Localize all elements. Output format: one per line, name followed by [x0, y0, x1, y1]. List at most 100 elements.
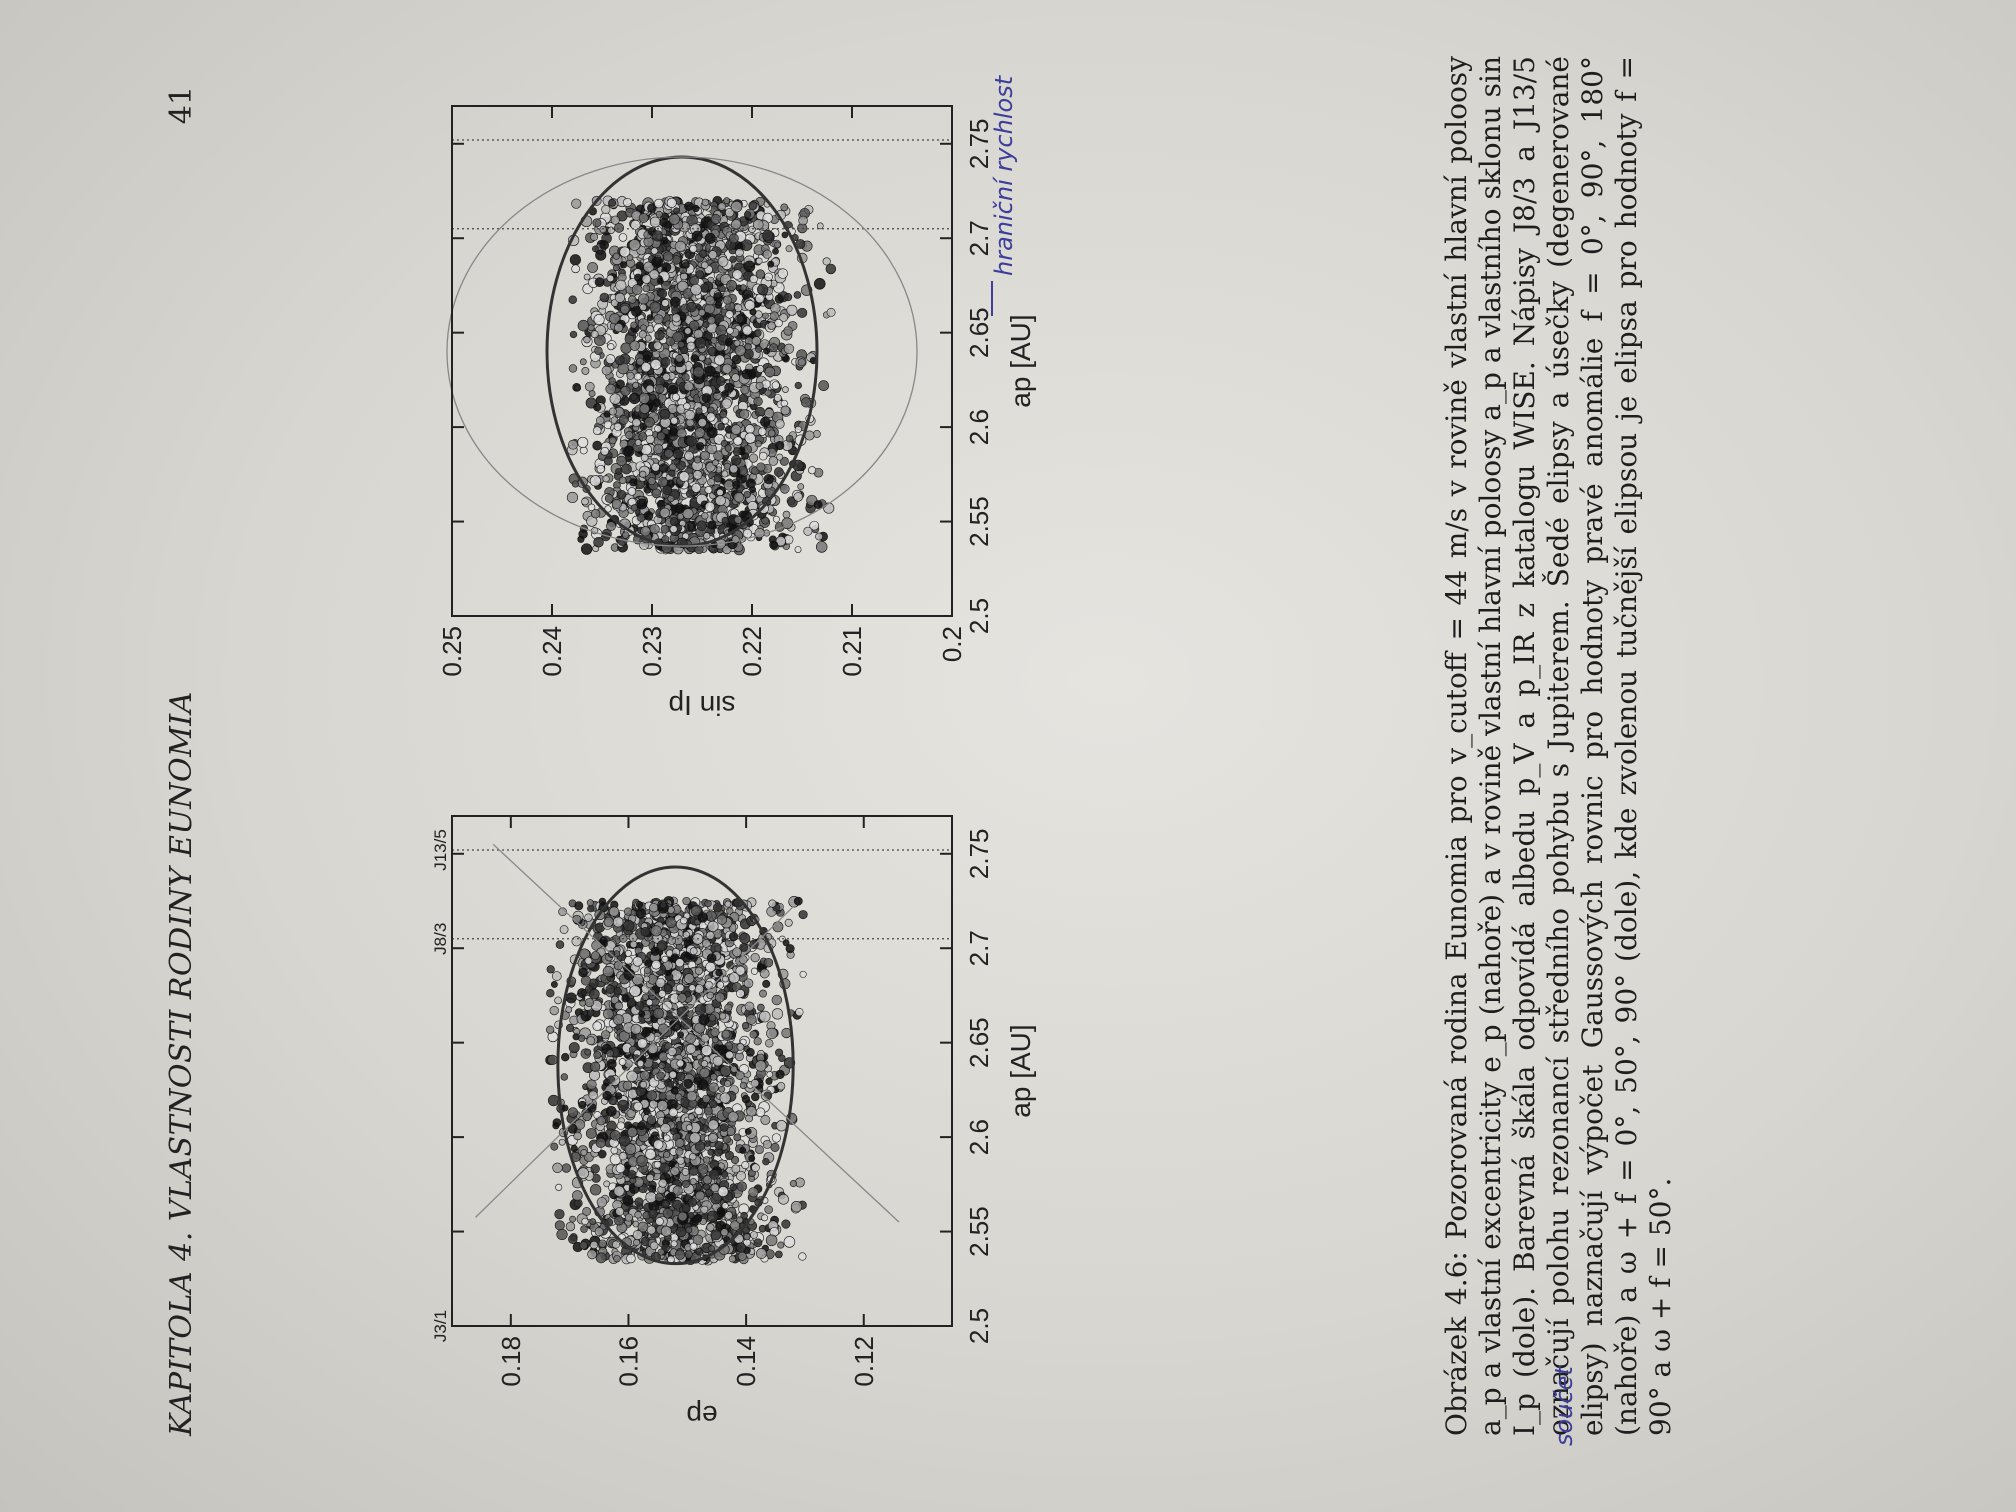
asteroid-point	[614, 1092, 623, 1100]
asteroid-point	[577, 436, 589, 448]
asteroid-point	[608, 199, 617, 207]
asteroid-point	[629, 985, 641, 997]
asteroid-point	[762, 1139, 772, 1149]
y-tick-label: 0.16	[613, 1336, 643, 1387]
asteroid-point	[694, 1004, 706, 1016]
asteroid-point	[640, 324, 647, 332]
asteroid-point	[677, 1211, 688, 1222]
asteroid-point	[624, 1213, 633, 1222]
asteroid-point	[739, 932, 751, 944]
asteroid-point	[600, 446, 610, 456]
asteroid-point	[547, 1094, 560, 1107]
asteroid-point	[615, 467, 622, 475]
asteroid-point	[568, 1234, 578, 1244]
asteroid-point	[632, 1230, 643, 1240]
asteroid-point	[700, 450, 710, 461]
asteroid-point	[643, 975, 651, 983]
asteroid-point	[653, 1139, 664, 1150]
asteroid-point	[794, 381, 802, 390]
asteroid-point	[561, 1053, 570, 1062]
asteroid-point	[696, 520, 708, 531]
asteroid-point	[605, 1105, 617, 1117]
asteroid-point	[655, 977, 666, 988]
asteroid-point	[758, 1224, 767, 1233]
asteroid-point	[584, 913, 593, 922]
asteroid-point	[719, 410, 727, 419]
asteroid-point	[646, 314, 654, 321]
asteroid-point	[626, 1253, 636, 1264]
asteroid-point	[729, 1183, 738, 1191]
asteroid-point	[698, 1014, 710, 1026]
asteroid-point	[632, 1054, 641, 1062]
asteroid-point	[779, 313, 788, 322]
asteroid-point	[689, 244, 698, 253]
asteroid-point	[735, 965, 746, 976]
asteroid-point	[704, 980, 714, 990]
asteroid-point	[632, 418, 641, 428]
asteroid-point	[554, 1209, 565, 1220]
asteroid-point	[561, 1163, 572, 1173]
asteroid-point	[723, 197, 731, 204]
asteroid-point	[662, 1208, 673, 1219]
asteroid-point	[694, 1140, 706, 1152]
asteroid-point	[652, 398, 661, 408]
asteroid-point	[713, 473, 723, 483]
asteroid-point	[793, 291, 802, 299]
asteroid-point	[608, 377, 616, 385]
asteroid-point	[578, 1100, 587, 1110]
asteroid-point	[695, 1247, 704, 1256]
asteroid-point	[756, 1003, 765, 1012]
asteroid-point	[676, 428, 687, 439]
asteroid-point	[765, 1039, 774, 1048]
asteroid-point	[574, 901, 584, 911]
asteroid-point	[634, 372, 642, 381]
asteroid-point	[784, 918, 793, 927]
asteroid-point	[571, 264, 580, 274]
asteroid-point	[742, 325, 753, 336]
asteroid-point	[626, 371, 635, 380]
asteroid-point	[601, 204, 611, 214]
asteroid-point	[695, 442, 705, 451]
asteroid-point	[650, 946, 660, 956]
asteroid-point	[599, 225, 607, 234]
asteroid-point	[755, 257, 763, 265]
asteroid-point	[640, 453, 649, 462]
y-tick-label: 0.18	[496, 1336, 526, 1387]
asteroid-point	[813, 278, 826, 290]
asteroid-point	[730, 424, 742, 435]
asteroid-point	[647, 1184, 657, 1193]
asteroid-point	[579, 358, 587, 366]
asteroid-point	[803, 526, 813, 536]
asteroid-point	[678, 471, 690, 482]
asteroid-point	[735, 1242, 746, 1253]
asteroid-point	[618, 1151, 628, 1161]
asteroid-point	[741, 1161, 750, 1170]
asteroid-point	[655, 384, 665, 394]
asteroid-point	[558, 907, 567, 917]
asteroid-point	[635, 1001, 645, 1011]
asteroid-point	[725, 208, 735, 218]
asteroid-point	[772, 515, 780, 523]
asteroid-point	[669, 365, 676, 373]
x-tick-label: 2.6	[964, 1119, 994, 1155]
asteroid-point	[702, 1094, 711, 1103]
asteroid-point	[623, 968, 635, 981]
asteroid-point	[736, 989, 745, 998]
asteroid-point	[631, 306, 642, 317]
asteroid-point	[613, 264, 620, 272]
asteroid-point	[772, 248, 779, 255]
asteroid-point	[550, 1142, 559, 1151]
asteroid-point	[658, 477, 668, 488]
asteroid-point	[621, 994, 630, 1003]
asteroid-point	[764, 408, 774, 419]
asteroid-point	[815, 541, 828, 553]
asteroid-point	[645, 998, 653, 1006]
asteroid-point	[707, 1119, 719, 1131]
asteroid-point	[568, 1042, 580, 1054]
asteroid-point	[674, 1249, 686, 1260]
asteroid-point	[689, 1132, 701, 1144]
asteroid-point	[780, 484, 790, 494]
asteroid-point	[736, 1216, 744, 1224]
asteroid-point	[661, 1200, 670, 1209]
asteroid-point	[740, 1211, 748, 1220]
